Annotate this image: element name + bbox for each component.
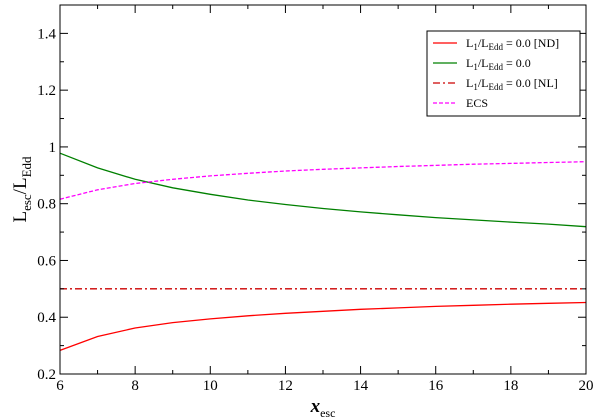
- x-tick-label: 14: [353, 378, 369, 394]
- y-tick-label: 0.4: [37, 310, 56, 326]
- legend-label-2: L1/LEdd = 0.0: [466, 56, 531, 72]
- y-axis-label: Lesc/LEdd: [10, 156, 34, 223]
- x-tick-label: 10: [203, 378, 218, 394]
- y-tick-label: 1: [49, 140, 57, 156]
- y-tick-label: 0.2: [37, 367, 56, 383]
- x-axis-label: xesc: [310, 396, 336, 419]
- y-axis-label-l: L: [10, 211, 31, 223]
- series-line-4: [59, 161, 587, 200]
- x-tick-label: 8: [131, 378, 139, 394]
- x-tick-label: 16: [428, 378, 444, 394]
- x-tick-label: 12: [278, 378, 293, 394]
- y-tick-label: 1.4: [37, 26, 56, 42]
- legend-box: [426, 30, 581, 117]
- x-axis-label-main: x: [310, 396, 321, 417]
- x-axis-ticks: 6 8 10 12 14 16 18 20: [56, 5, 594, 394]
- y-tick-label: 0.8: [37, 197, 56, 213]
- y-tick-label: 1.2: [37, 83, 56, 99]
- series-line-2: [59, 152, 587, 228]
- plot-lines: [59, 152, 587, 352]
- y-axis-label-sub1: esc: [19, 194, 34, 211]
- x-tick-label: 6: [56, 378, 64, 394]
- legend-label-3: L1/LEdd = 0.0 [NL]: [466, 76, 558, 92]
- x-tick-label: 20: [579, 378, 594, 394]
- y-axis-label-sub2: Edd: [19, 156, 34, 177]
- series-line-1: [59, 301, 587, 352]
- x-tick-label: 18: [503, 378, 518, 394]
- legend-label-1: L1/LEdd = 0.0 [ND]: [466, 36, 559, 52]
- x-axis-label-sub: esc: [320, 406, 335, 419]
- legend-label-4: ECS: [466, 96, 488, 110]
- legend: L1/LEdd = 0.0 [ND] L1/LEdd = 0.0 L1/LEdd =…: [426, 30, 581, 117]
- y-tick-label: 0.6: [37, 253, 56, 269]
- y-axis-label-slash: /L: [10, 177, 31, 194]
- y-axis-ticks: 0.2 0.4 0.6 0.8 1 1.2 1.4: [37, 4, 586, 383]
